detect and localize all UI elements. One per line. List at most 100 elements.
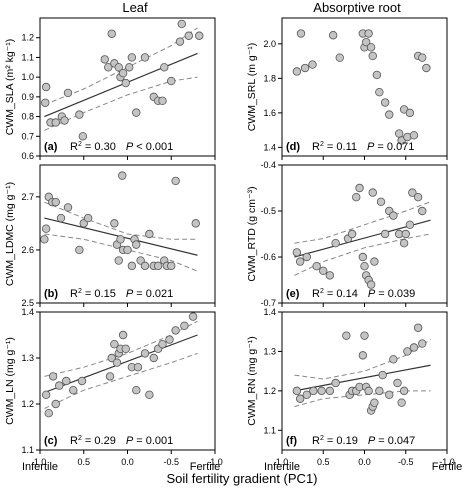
data-point-b (171, 176, 180, 186)
data-point-f (358, 351, 368, 360)
r2-label-a: R (70, 141, 78, 153)
stats-text-a: R2 = 0.30 P < 0.001 (70, 141, 173, 153)
data-point-d (418, 53, 427, 62)
data-point-c (180, 321, 189, 330)
y-tick-label-c: 1.1 (21, 445, 34, 455)
y-tick-label-d: 1.8 (263, 73, 276, 83)
data-point-f (399, 386, 409, 396)
y-tick-label-a: 0.6 (21, 151, 34, 161)
p-value-f: 0.047 (388, 435, 416, 447)
p-label-f: P (368, 435, 376, 447)
data-point-e (405, 220, 415, 229)
r2-superscript-f: 2 (320, 435, 324, 442)
data-point-c (171, 326, 180, 335)
data-point-c (62, 376, 71, 386)
data-point-c (112, 358, 122, 367)
data-point-d (375, 87, 384, 97)
r2-value-c: 0.29 (94, 435, 115, 447)
x-tick-label-c: -0.5 (163, 457, 179, 467)
y-tick-label-a: 0.8 (21, 112, 34, 122)
data-point-f (364, 386, 373, 396)
data-point-c (140, 349, 150, 358)
stats-text-f: R2 = 0.19 P = 0.047 (312, 435, 415, 447)
r2-label-f: R (312, 435, 320, 447)
data-point-a (127, 53, 137, 62)
r2-superscript-b: 2 (78, 288, 82, 295)
ci-lower-a (44, 76, 198, 131)
data-point-f (331, 378, 340, 388)
data-point-e (413, 192, 423, 202)
r2-value-d: 0.11 (336, 141, 357, 153)
r2-equals-d: = (324, 141, 337, 153)
r2-equals-e: = (324, 288, 337, 300)
p-value-d: 0.071 (387, 141, 415, 153)
r2-value-a: 0.30 (94, 141, 115, 153)
data-point-b (145, 229, 154, 239)
panel-b: 2.5 2.6 2.7 CWM_LDMC (mg g⁻¹) (b) R2 = 0.15 P … (4, 164, 216, 308)
data-point-a (167, 76, 176, 86)
data-point-e (368, 188, 377, 197)
y-axis-label-name-a: CWM_SLA (4, 83, 16, 135)
data-point-e (347, 229, 357, 239)
data-point-f (342, 331, 351, 340)
data-point-f (292, 386, 302, 396)
y-tick-label-b: 2.6 (21, 245, 34, 255)
data-point-e (358, 252, 368, 262)
data-point-a (104, 63, 113, 72)
p-value-a: < 0.001 (136, 141, 173, 153)
data-point-d (335, 53, 344, 62)
y-tick-label-a: 1.0 (21, 72, 34, 82)
data-point-c (132, 386, 141, 395)
x-end-label-infertile-left: Infertile (22, 461, 58, 473)
data-point-a (107, 29, 116, 38)
column-title-absorptive-root: Absorptive root (313, 0, 401, 15)
ci-upper-c (44, 320, 198, 377)
data-point-c (41, 390, 51, 399)
p-operator-d: = (374, 141, 387, 153)
data-point-f (360, 331, 369, 340)
data-point-a (160, 63, 169, 72)
data-point-e (389, 211, 398, 220)
y-tick-label-c: 1.3 (21, 353, 34, 363)
data-point-a (175, 37, 185, 46)
x-end-label-fertile-right: Fertile (432, 461, 463, 473)
data-point-e (295, 257, 305, 266)
y-tick-label-e: -0.4 (260, 160, 276, 170)
data-point-c (51, 399, 60, 409)
data-point-b (75, 245, 84, 255)
data-point-c (44, 409, 53, 418)
r2-value-f: 0.19 (336, 435, 357, 447)
y-axis-label-name-d: CWM_SRL (246, 79, 258, 132)
data-point-d (394, 129, 404, 138)
data-point-c (149, 353, 158, 363)
data-point-c (118, 330, 128, 340)
p-label-e: P (368, 288, 376, 300)
data-point-c (55, 381, 64, 390)
data-point-b (116, 235, 125, 244)
data-point-b (153, 261, 163, 271)
y-axis-label-b: CWM_LDMC (mg g⁻¹) (4, 182, 16, 286)
data-point-e (370, 257, 379, 266)
data-point-e (380, 229, 390, 239)
stats-text-c: R2 = 0.29 P = 0.001 (70, 435, 173, 447)
x-tick-label-c: 0.5 (77, 457, 90, 467)
data-point-a (75, 110, 84, 119)
y-tick-label-a: 1.2 (21, 33, 34, 43)
data-point-b (118, 171, 127, 180)
data-point-e (292, 248, 302, 257)
y-tick-label-a: 0.7 (21, 131, 34, 141)
data-point-f (393, 378, 402, 388)
y-tick-label-a: 1.1 (21, 52, 34, 62)
data-point-b (110, 219, 119, 228)
r2-equals-f: = (324, 435, 337, 447)
data-point-f (397, 398, 406, 407)
data-point-a (41, 82, 51, 92)
data-point-a (184, 31, 193, 40)
data-point-b (41, 224, 51, 233)
data-point-d (292, 67, 302, 76)
data-point-c (133, 363, 143, 372)
data-point-f (317, 386, 326, 396)
data-point-e (331, 238, 340, 248)
data-point-a (60, 116, 69, 125)
